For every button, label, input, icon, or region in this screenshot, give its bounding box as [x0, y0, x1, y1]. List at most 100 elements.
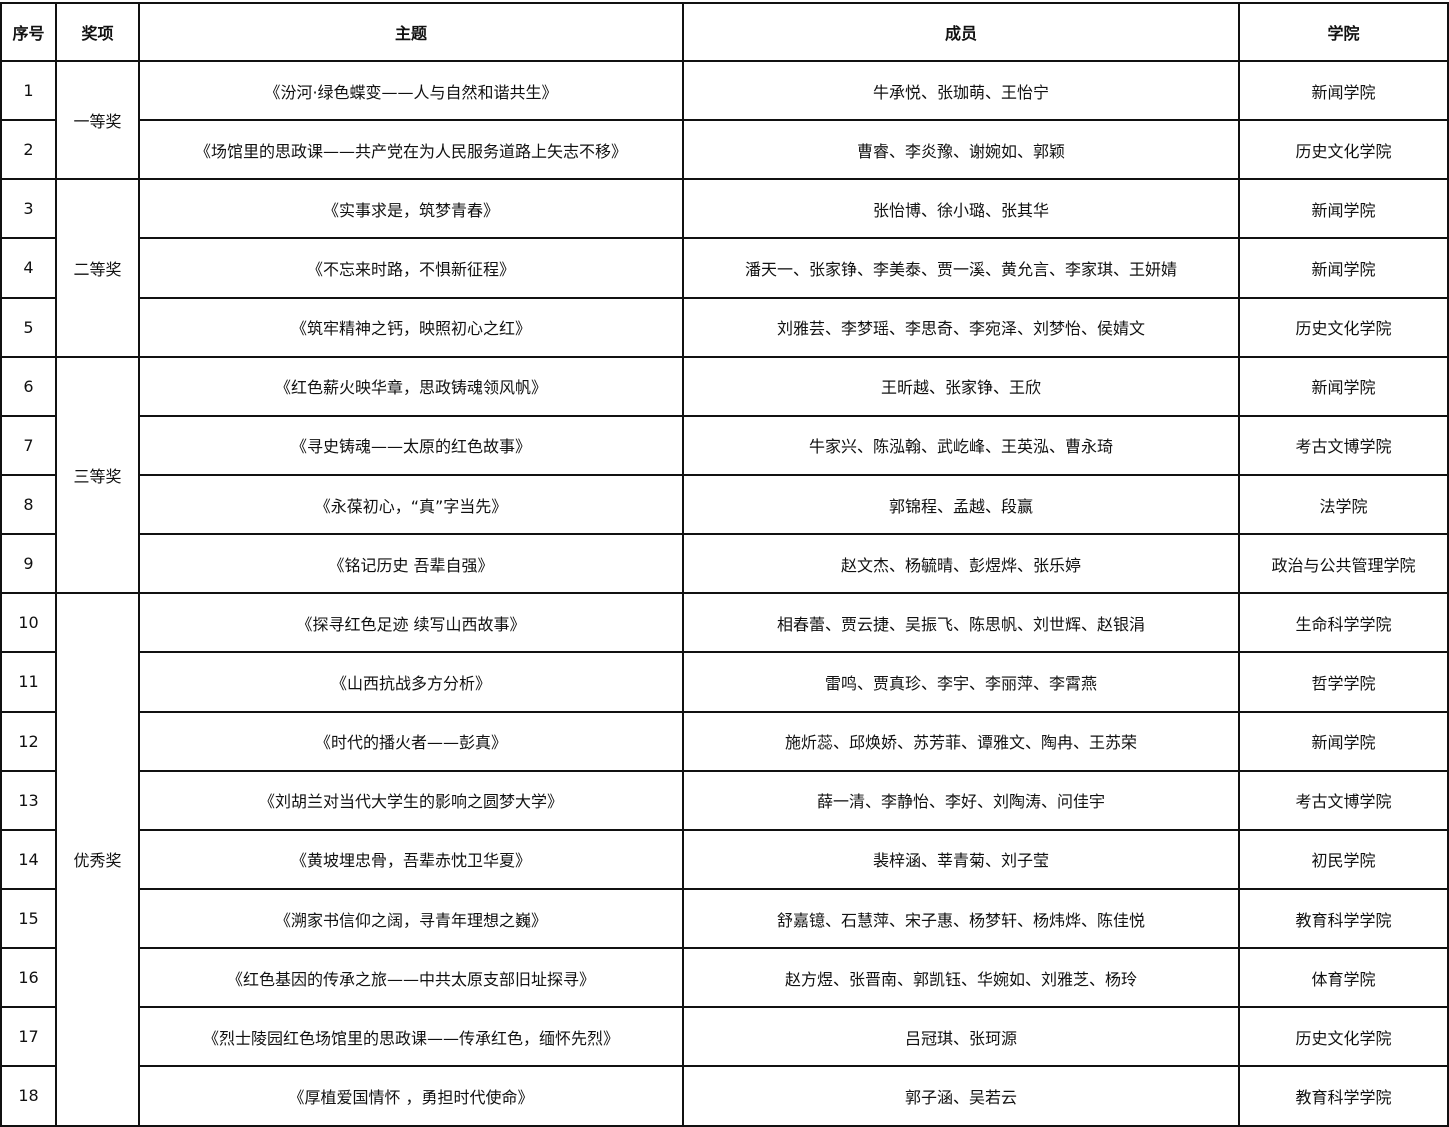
members-cell: 郭锦程、孟越、段赢 [682, 473, 1240, 536]
college-cell: 新闻学院 [1238, 59, 1449, 122]
header-topic: 主题 [138, 2, 684, 62]
members-cell: 雷鸣、贾真珍、李宇、李丽萍、李霄燕 [682, 651, 1240, 713]
members-cell: 吕冠琪、张珂源 [682, 1006, 1240, 1068]
topic-cell: 《场馆里的思政课——共产党在为人民服务道路上矢志不移》 [138, 119, 684, 181]
members-cell: 潘天一、张家铮、李美泰、贾一溪、黄允言、李家琪、王妍婧 [682, 237, 1240, 299]
topic-cell: 《刘胡兰对当代大学生的影响之圆梦大学》 [138, 769, 684, 831]
header-award: 奖项 [55, 2, 140, 62]
header-row: 序号 奖项 主题 成员 学院 [0, 2, 1449, 62]
header-college: 学院 [1238, 2, 1449, 62]
topic-cell: 《永葆初心，“真”字当先》 [138, 473, 684, 536]
row-number: 5 [0, 296, 57, 358]
table-row: 2 《场馆里的思政课——共产党在为人民服务道路上矢志不移》 曹睿、李炎豫、谢婉如、郭… [0, 119, 1449, 181]
row-number: 17 [0, 1006, 57, 1068]
topic-cell: 《时代的播火者——彭真》 [138, 710, 684, 772]
row-number: 2 [0, 119, 57, 181]
table-row: 14 《黄坡埋忠骨，吾辈赤忱卫华夏》 裴梓涵、莘青菊、刘子莹 初民学院 [0, 828, 1449, 890]
table-row: 17 《烈士陵园红色场馆里的思政课——传承红色，缅怀先烈》 吕冠琪、张珂源 历史文化学… [0, 1006, 1449, 1068]
college-cell: 新闻学院 [1238, 355, 1449, 417]
topic-cell: 《实事求是，筑梦青春》 [138, 178, 684, 240]
table-row: 10 优秀奖 《探寻红色足迹 续写山西故事》 相春蕾、贾云捷、吴振飞、陈思帆、刘世辉、… [0, 592, 1449, 1127]
college-cell: 教育科学学院 [1238, 1065, 1449, 1127]
award-level: 二等奖 [55, 178, 140, 358]
topic-cell: 《筑牢精神之钙，映照初心之红》 [138, 296, 684, 358]
college-cell: 哲学学院 [1238, 651, 1449, 713]
members-cell: 王昕越、张家铮、王欣 [682, 355, 1240, 417]
award-level: 一等奖 [55, 59, 140, 181]
award-level: 三等奖 [55, 355, 140, 595]
members-cell: 曹睿、李炎豫、谢婉如、郭颖 [682, 119, 1240, 181]
row-number: 4 [0, 237, 57, 299]
row-number: 14 [0, 828, 57, 890]
row-number: 1 [0, 59, 57, 122]
members-cell: 郭子涵、吴若云 [682, 1065, 1240, 1127]
members-cell: 牛家兴、陈泓翰、武屹峰、王英泓、曹永琦 [682, 414, 1240, 476]
topic-cell: 《厚植爱国情怀 ，勇担时代使命》 [138, 1065, 684, 1127]
row-number: 15 [0, 887, 57, 950]
college-cell: 考古文博学院 [1238, 769, 1449, 831]
table-row: 5 《筑牢精神之钙，映照初心之红》 刘雅芸、李梦瑶、李思奇、李宛泽、刘梦怡、侯婧文历… [0, 296, 1449, 358]
table-row: 9 《铭记历史 吾辈自强》 赵文杰、杨毓晴、彭煜烨、张乐婷 政治与公共管理学院 [0, 533, 1449, 595]
topic-cell: 《寻史铸魂——太原的红色故事》 [138, 414, 684, 476]
topic-cell: 《汾河·绿色蝶变——人与自然和谐共生》 [138, 59, 684, 122]
row-number: 6 [0, 355, 57, 417]
college-cell: 历史文化学院 [1238, 296, 1449, 358]
college-cell: 教育科学学院 [1238, 887, 1449, 950]
members-cell: 裴梓涵、莘青菊、刘子莹 [682, 828, 1240, 890]
header-members: 成员 [682, 2, 1240, 62]
topic-cell: 《铭记历史 吾辈自强》 [138, 533, 684, 595]
college-cell: 新闻学院 [1238, 178, 1449, 240]
row-number: 8 [0, 473, 57, 536]
table-row: 16 《红色基因的传承之旅——中共太原支部旧址探寻》 赵方煜、张晋南、郭凯钰、华婉如… [0, 947, 1449, 1009]
row-number: 16 [0, 947, 57, 1009]
table-row: 12 《时代的播火者——彭真》 施炘蕊、邱焕娇、苏芳菲、谭雅文、陶冉、王苏荣 新闻学院 [0, 710, 1449, 772]
row-number: 7 [0, 414, 57, 476]
college-cell: 新闻学院 [1238, 237, 1449, 299]
table-row: 4 《不忘来时路，不惧新征程》 潘天一、张家铮、李美泰、贾一溪、黄允言、李家琪、王妍… [0, 237, 1449, 299]
table-row: 7 《寻史铸魂——太原的红色故事》 牛家兴、陈泓翰、武屹峰、王英泓、曹永琦 考古文博学… [0, 414, 1449, 476]
table-row: 15 《溯家书信仰之阔，寻青年理想之巍》 舒嘉镱、石慧萍、宋子惠、杨梦轩、杨炜烨、陈… [0, 887, 1449, 950]
topic-cell: 《红色薪火映华章，思政铸魂领风帆》 [138, 355, 684, 417]
table-row: 13 《刘胡兰对当代大学生的影响之圆梦大学》 薛一清、李静怡、李好、刘陶涛、问佳宇考… [0, 769, 1449, 831]
topic-cell: 《探寻红色足迹 续写山西故事》 [138, 592, 684, 654]
college-cell: 政治与公共管理学院 [1238, 533, 1449, 595]
members-cell: 相春蕾、贾云捷、吴振飞、陈思帆、刘世辉、赵银涓 [682, 592, 1240, 654]
members-cell: 刘雅芸、李梦瑶、李思奇、李宛泽、刘梦怡、侯婧文 [682, 296, 1240, 358]
award-level: 优秀奖 [55, 592, 140, 1127]
topic-cell: 《溯家书信仰之阔，寻青年理想之巍》 [138, 887, 684, 950]
college-cell: 法学院 [1238, 473, 1449, 536]
row-number: 12 [0, 710, 57, 772]
college-cell: 初民学院 [1238, 828, 1449, 890]
topic-cell: 《烈士陵园红色场馆里的思政课——传承红色，缅怀先烈》 [138, 1006, 684, 1068]
college-cell: 体育学院 [1238, 947, 1449, 1009]
members-cell: 舒嘉镱、石慧萍、宋子惠、杨梦轩、杨炜烨、陈佳悦 [682, 887, 1240, 950]
table-row: 8 《永葆初心，“真”字当先》 郭锦程、孟越、段赢 法学院 [0, 473, 1449, 536]
row-number: 9 [0, 533, 57, 595]
header-number: 序号 [0, 2, 57, 62]
topic-cell: 《不忘来时路，不惧新征程》 [138, 237, 684, 299]
topic-cell: 《红色基因的传承之旅——中共太原支部旧址探寻》 [138, 947, 684, 1009]
table-body: 1 一等奖 《汾河·绿色蝶变——人与自然和谐共生》 牛承悦、张珈萌、王怡宁 新闻学院 2 《… [0, 59, 1449, 1127]
members-cell: 施炘蕊、邱焕娇、苏芳菲、谭雅文、陶冉、王苏荣 [682, 710, 1240, 772]
college-cell: 生命科学学院 [1238, 592, 1449, 654]
row-number: 3 [0, 178, 57, 240]
topic-cell: 《黄坡埋忠骨，吾辈赤忱卫华夏》 [138, 828, 684, 890]
members-cell: 赵方煜、张晋南、郭凯钰、华婉如、刘雅芝、杨玲 [682, 947, 1240, 1009]
college-cell: 考古文博学院 [1238, 414, 1449, 476]
college-cell: 历史文化学院 [1238, 119, 1449, 181]
table-row: 3 二等奖 《实事求是，筑梦青春》 张怡博、徐小璐、张其华 新闻学院 [0, 178, 1449, 358]
table-row: 1 一等奖 《汾河·绿色蝶变——人与自然和谐共生》 牛承悦、张珈萌、王怡宁 新闻学院 [0, 59, 1449, 181]
college-cell: 历史文化学院 [1238, 1006, 1449, 1068]
members-cell: 薛一清、李静怡、李好、刘陶涛、问佳宇 [682, 769, 1240, 831]
row-number: 13 [0, 769, 57, 831]
topic-cell: 《山西抗战多方分析》 [138, 651, 684, 713]
row-number: 18 [0, 1065, 57, 1127]
members-cell: 张怡博、徐小璐、张其华 [682, 178, 1240, 240]
table-row: 11 《山西抗战多方分析》 雷鸣、贾真珍、李宇、李丽萍、李霄燕 哲学学院 [0, 651, 1449, 713]
table-row: 6 三等奖 《红色薪火映华章，思政铸魂领风帆》 王昕越、张家铮、王欣 新闻学院 [0, 355, 1449, 595]
members-cell: 赵文杰、杨毓晴、彭煜烨、张乐婷 [682, 533, 1240, 595]
table-row: 18 《厚植爱国情怀 ，勇担时代使命》 郭子涵、吴若云 教育科学学院 [0, 1065, 1449, 1127]
members-cell: 牛承悦、张珈萌、王怡宁 [682, 59, 1240, 122]
row-number: 11 [0, 651, 57, 713]
